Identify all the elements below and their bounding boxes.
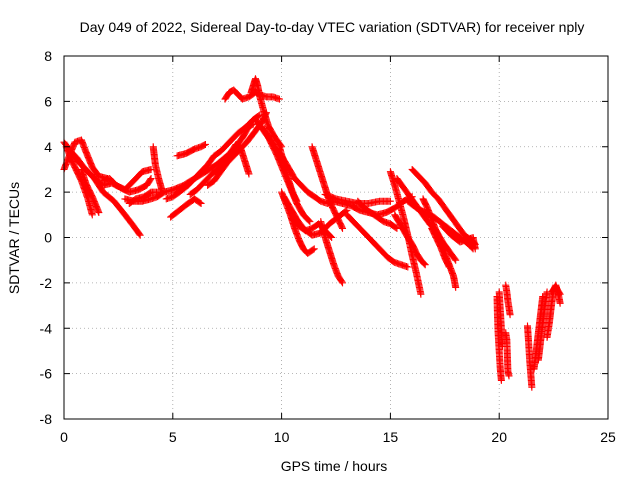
x-tick-label: 20	[491, 429, 507, 445]
series-track-40	[502, 281, 514, 319]
data-point-plus	[452, 256, 460, 264]
data-point-plus	[339, 279, 347, 287]
data-point-plus	[505, 372, 513, 380]
data-point-plus	[245, 170, 253, 178]
x-axis-label: GPS time / hours	[281, 458, 388, 474]
series-track-28	[343, 211, 412, 271]
y-tick-label: 6	[44, 93, 52, 109]
series-track-46	[547, 283, 564, 298]
data-point-plus	[255, 112, 263, 120]
data-point-plus	[445, 263, 453, 271]
series-track-20	[275, 143, 301, 205]
data-point-plus	[310, 245, 318, 253]
y-tick-label: -4	[40, 320, 53, 336]
series-track-17	[228, 140, 253, 178]
data-point-plus	[506, 311, 514, 319]
y-tick-label: 4	[44, 139, 52, 155]
series-track-29	[354, 197, 401, 232]
data-point-plus	[451, 255, 459, 263]
x-tick-label: 0	[60, 429, 68, 445]
y-tick-label: 8	[44, 48, 52, 64]
data-point-plus	[136, 231, 144, 239]
x-tick-label: 10	[274, 429, 290, 445]
data-point-plus	[201, 140, 209, 148]
y-tick-label: 0	[44, 230, 52, 246]
data-point-plus	[309, 246, 317, 254]
data-point-plus	[404, 263, 412, 271]
y-tick-label: 2	[44, 184, 52, 200]
data-points	[60, 75, 564, 391]
series-track-25	[308, 143, 347, 232]
data-point-plus	[338, 223, 346, 231]
series-track-09	[149, 143, 166, 194]
data-point-plus	[452, 283, 460, 291]
data-point-plus	[305, 217, 313, 225]
data-point-plus	[200, 141, 208, 149]
data-point-plus	[306, 218, 314, 226]
chart-title: Day 049 of 2022, Sidereal Day-to-day VTE…	[80, 19, 585, 35]
y-axis-label: SDTVAR / TECUs	[6, 182, 22, 294]
y-tick-labels: -8 -6 -4 -2 0 2 4 6 8	[40, 48, 53, 427]
data-point-plus	[555, 289, 563, 297]
data-point-plus	[293, 197, 301, 205]
series-track-10	[162, 111, 264, 203]
series-track-32	[391, 211, 429, 269]
data-point-plus	[275, 95, 283, 103]
data-point-plus	[392, 224, 400, 232]
series-track-08	[125, 188, 166, 207]
x-tick-label: 25	[600, 429, 616, 445]
data-point-plus	[497, 376, 505, 384]
data-point-plus	[338, 278, 346, 286]
data-point-plus	[328, 234, 336, 241]
data-point-plus	[556, 290, 564, 298]
series-track-41	[502, 329, 513, 380]
series-track-12	[173, 140, 209, 160]
x-tick-label: 15	[383, 429, 399, 445]
series-track-11	[167, 195, 205, 221]
data-point-plus	[339, 224, 347, 232]
series-track-14	[204, 147, 242, 189]
axis-ticks	[63, 55, 609, 420]
data-point-plus	[158, 186, 166, 194]
series-track-42	[523, 322, 536, 391]
data-point-plus	[197, 199, 205, 207]
series-track-06	[99, 165, 155, 194]
series-track-16	[247, 75, 286, 151]
series-track-26	[317, 218, 347, 287]
data-point-plus	[327, 233, 335, 241]
data-point-plus	[146, 176, 154, 184]
grid-lines	[64, 56, 608, 419]
series-track-03	[62, 143, 96, 219]
data-point-plus	[342, 207, 350, 215]
data-point-plus	[420, 260, 428, 268]
x-tick-labels: 0 5 10 15 20 25	[60, 429, 616, 445]
data-point-plus	[95, 209, 103, 217]
data-point-plus	[386, 197, 394, 205]
data-point-plus	[421, 261, 429, 269]
data-point-plus	[135, 230, 143, 238]
data-point-plus	[88, 211, 96, 219]
data-point-plus	[528, 383, 536, 391]
series-track-44	[534, 288, 551, 364]
data-point-plus	[556, 299, 564, 307]
series-track-36	[428, 224, 453, 271]
data-point-plus	[417, 290, 425, 298]
y-tick-label: -8	[40, 411, 53, 427]
data-point-plus	[196, 199, 204, 207]
x-tick-label: 5	[169, 429, 177, 445]
y-tick-label: -2	[40, 275, 53, 291]
series-track-37	[439, 222, 479, 253]
data-point-plus	[471, 245, 479, 253]
data-point-plus	[147, 175, 155, 183]
y-tick-label: -6	[40, 366, 53, 382]
series-track-05	[77, 165, 103, 217]
series-track-15	[221, 86, 283, 103]
